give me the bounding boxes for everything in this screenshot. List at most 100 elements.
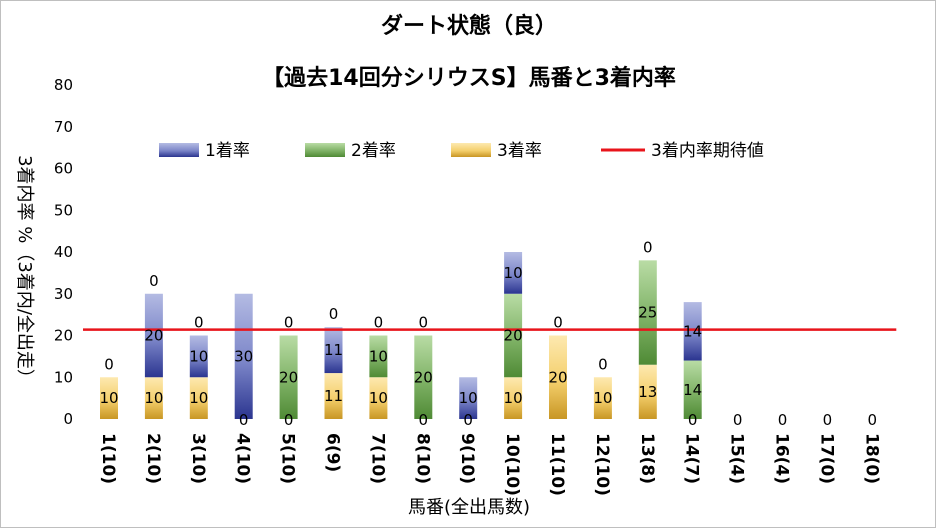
y-tick-label: 70 [54,118,73,136]
y-tick-label: 80 [54,76,73,94]
data-label-zero: 0 [463,411,473,429]
data-label-series-3: 10 [144,389,163,407]
x-axis-label: 馬番(全出馬数) [408,497,530,518]
legend-swatch-1 [159,143,199,157]
data-label-series-3: 20 [548,368,567,386]
x-tick-label: 10(10) [502,433,522,496]
data-label-series-1: 11 [324,341,343,359]
y-tick-label: 40 [54,243,73,261]
legend-swatch-3 [451,143,491,157]
y-tick-label: 10 [54,368,73,386]
bar-series-2 [369,335,388,378]
y-tick-label: 0 [63,410,73,428]
data-label-zero: 0 [733,411,743,429]
y-ticks: 0 10 20 30 40 50 60 70 80 [54,76,73,428]
legend-label-expected: 3着内率期待値 [651,141,764,161]
data-label-series-3: 13 [638,383,657,401]
x-tick-label: 5(10) [278,433,298,484]
x-tick-label: 4(10) [233,433,253,484]
data-label-zero: 0 [688,411,698,429]
bar-series-1 [504,252,523,294]
data-label-series-1: 10 [459,389,478,407]
bar-series-3 [369,377,388,419]
data-label-series-2: 14 [683,381,702,399]
x-tick-label: 2(10) [143,433,163,484]
data-label-series-1: 10 [189,347,208,365]
data-label-zero: 0 [149,272,159,290]
data-label-series-1: 10 [504,264,523,282]
x-tick-label: 15(4) [727,433,747,484]
data-label-series-3: 10 [189,389,208,407]
x-tick-label: 6(9) [323,433,343,472]
data-labels: 10 0 10 20 0 10 10 0 30 0 20 0 0 11 11 0 10 10 0 20 0 0 10 0 10 2… [99,238,877,429]
data-label-zero: 0 [553,314,563,332]
x-tick-label: 9(10) [457,433,477,484]
data-label-series-2: 20 [504,327,523,345]
legend: 1着率 2着率 3着率 3着内率期待値 [159,141,764,161]
data-label-series-3: 11 [324,387,343,405]
data-label-zero: 0 [778,411,788,429]
data-label-series-2: 20 [279,368,298,386]
x-tick-label: 13(8) [637,433,657,484]
bar-series-3 [144,377,163,419]
x-tick-label: 8(10) [412,433,432,484]
bar-series-1 [324,327,343,374]
chart-title: ダート状態（良） [381,13,557,39]
data-label-series-2: 25 [638,304,657,322]
bar-series-1 [683,302,702,361]
bar-series-1 [234,293,253,419]
data-label-zero: 0 [374,314,384,332]
data-label-zero: 0 [284,411,294,429]
bar-series-3 [504,377,523,419]
x-tick-label: 3(10) [188,433,208,484]
bar-series-2 [638,260,657,365]
y-tick-label: 60 [54,160,73,178]
bar-series-2 [683,360,702,419]
data-label-zero: 0 [823,411,833,429]
x-tick-label: 14(7) [682,433,702,484]
bars [100,252,702,419]
data-label-zero: 0 [329,305,339,323]
bar-series-3 [638,364,657,419]
bar-series-3 [189,377,208,419]
x-tick-label: 12(10) [592,433,612,496]
data-label-series-3: 10 [369,389,388,407]
data-label-series-1: 30 [234,347,253,365]
bar-series-2 [414,335,433,419]
data-label-zero: 0 [419,411,429,429]
chart-subtitle: 【過去14回分シリウスS】馬番と3着内率 [262,65,676,91]
y-axis-label: 3着内率 %（3着内/全出走） [14,155,35,387]
x-tick-label: 16(4) [772,433,792,484]
bar-series-3 [324,373,343,419]
data-label-series-2: 10 [369,347,388,365]
data-label-series-3: 10 [99,389,118,407]
data-label-zero: 0 [598,355,608,373]
bar-series-2 [504,293,523,378]
data-label-zero: 0 [239,411,249,429]
data-label-zero: 0 [643,238,653,256]
bar-series-3 [100,377,118,419]
y-tick-label: 30 [54,285,73,303]
data-label-zero: 0 [194,314,204,332]
data-label-zero: 0 [868,411,878,429]
data-label-series-1: 20 [144,327,163,345]
legend-label-1: 1着率 [205,141,250,161]
bar-series-3 [549,335,567,419]
x-ticks: 1(10) 2(10) 3(10) 4(10) 5(10) 6(9) 7(10) 8(10) 9… [98,433,881,496]
data-label-series-3: 10 [593,389,612,407]
x-tick-label: 7(10) [367,433,387,484]
data-label-zero: 0 [284,314,294,332]
x-tick-label: 17(0) [816,433,836,484]
bar-series-1 [189,335,208,378]
legend-label-2: 2着率 [351,141,396,161]
x-tick-label: 18(0) [861,433,881,484]
bar-series-1 [459,377,478,419]
legend-label-3: 3着率 [497,141,542,161]
data-label-series-2: 20 [414,368,433,386]
data-label-series-1: 14 [683,322,702,340]
bar-series-2 [279,335,298,419]
y-tick-label: 20 [54,327,73,345]
data-label-series-3: 10 [504,389,523,407]
